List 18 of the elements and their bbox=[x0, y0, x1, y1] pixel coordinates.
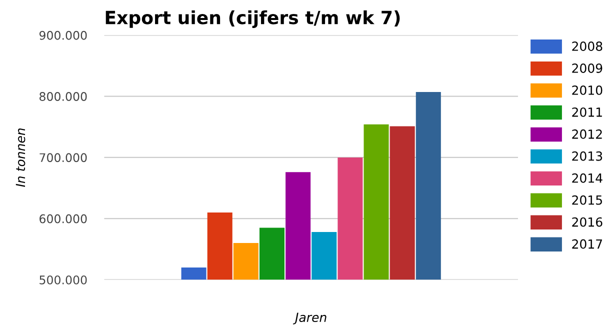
legend-label: 2012 bbox=[572, 129, 602, 139]
legend-label: 2014 bbox=[572, 173, 602, 183]
legend-label: 2011 bbox=[572, 107, 602, 117]
y-tick-label: 700.000 bbox=[40, 153, 87, 162]
y-tick-label: 600.000 bbox=[40, 214, 87, 224]
x-axis-title: Jaren bbox=[292, 312, 326, 324]
legend-label: 2013 bbox=[572, 151, 602, 161]
legend-label: 2009 bbox=[572, 63, 602, 73]
legend-label: 2017 bbox=[572, 239, 602, 249]
y-tick-label: 900.000 bbox=[39, 30, 87, 40]
legend-label: 2008 bbox=[572, 42, 602, 51]
y-axis-title: In tonnen bbox=[16, 128, 26, 187]
chart-title: Export uien (cijfers t/m wk 7) bbox=[106, 10, 400, 28]
legend-label: 2016 bbox=[572, 217, 602, 227]
y-tick-label: 500.000 bbox=[40, 275, 87, 284]
y-tick-label: 800.000 bbox=[40, 92, 87, 101]
legend-label: 2015 bbox=[572, 195, 602, 205]
legend-label: 2010 bbox=[572, 85, 602, 95]
